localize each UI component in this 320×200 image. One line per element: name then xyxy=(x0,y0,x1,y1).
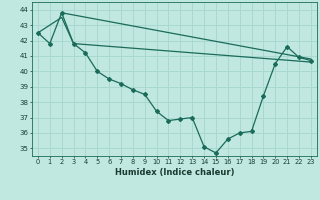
X-axis label: Humidex (Indice chaleur): Humidex (Indice chaleur) xyxy=(115,168,234,177)
